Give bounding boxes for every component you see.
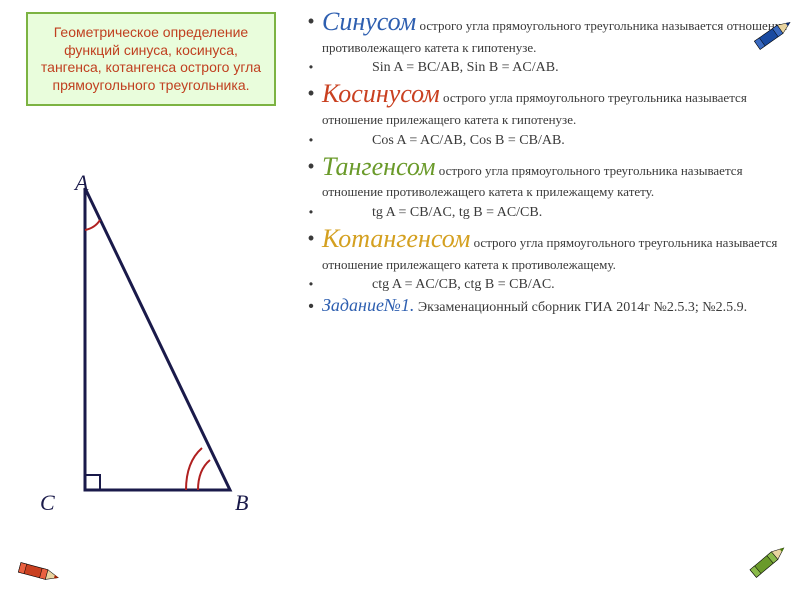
bullet-icon: • <box>300 151 322 175</box>
definition-row: • Тангенсом острого угла прямоугольного … <box>300 151 790 202</box>
triangle-diagram: A B C <box>30 170 280 530</box>
title-box: Геометрическое определение функций синус… <box>26 12 276 106</box>
task-row: • Задание№1. Экзаменационный сборник ГИА… <box>300 295 790 317</box>
definition-row: • Косинусом острого угла прямоугольного … <box>300 78 790 129</box>
term: Синусом <box>322 7 416 36</box>
bullet-icon: • <box>300 78 322 102</box>
definition-text: Тангенсом острого угла прямоугольного тр… <box>322 151 790 202</box>
formula-text: tg A = CB/AC, tg B = AC/CB. <box>322 204 790 221</box>
formula-text: Sin A = BC/AB, Sin B = AC/AB. <box>322 59 790 76</box>
task-body: Экзаменационный сборник ГИА 2014г №2.5.3… <box>414 300 747 315</box>
triangle-svg <box>30 170 280 520</box>
title-text: Геометрическое определение функций синус… <box>41 24 261 93</box>
bullet-icon: • <box>300 204 322 218</box>
bullet-icon: • <box>300 132 322 146</box>
vertex-b-label: B <box>235 490 248 516</box>
bullet-icon: • <box>300 6 322 30</box>
crayon-icon <box>10 545 65 600</box>
formula-text: Cos A = AC/AB, Cos B = CB/AB. <box>322 132 790 149</box>
vertex-c-label: C <box>40 490 55 516</box>
formula-row: • Cos A = AC/AB, Cos B = CB/AB. <box>300 132 790 149</box>
formula-row: • tg A = CB/AC, tg B = AC/CB. <box>300 204 790 221</box>
definition-row: • Синусом острого угла прямоугольного тр… <box>300 6 790 57</box>
task-text: Задание№1. Экзаменационный сборник ГИА 2… <box>322 295 790 317</box>
bullet-icon: • <box>300 59 322 73</box>
crayon-icon <box>740 535 795 590</box>
term: Косинусом <box>322 79 440 108</box>
crayon-icon <box>745 8 800 63</box>
task-label: Задание№1. <box>322 295 414 315</box>
formula-row: • ctg A = AC/CB, ctg B = CB/AC. <box>300 276 790 293</box>
bullet-icon: • <box>300 276 322 290</box>
formula-text: ctg A = AC/CB, ctg B = CB/AC. <box>322 276 790 293</box>
definition-text: Котангенсом острого угла прямоугольного … <box>322 223 790 274</box>
bullet-icon: • <box>300 223 322 247</box>
definition-text: Синусом острого угла прямоугольного треу… <box>322 6 790 57</box>
bullet-icon: • <box>300 295 322 315</box>
definitions-column: • Синусом острого угла прямоугольного тр… <box>300 6 790 594</box>
term: Тангенсом <box>322 152 436 181</box>
definition-row: • Котангенсом острого угла прямоугольног… <box>300 223 790 274</box>
vertex-a-label: A <box>75 170 88 196</box>
term: Котангенсом <box>322 224 470 253</box>
definition-text: Косинусом острого угла прямоугольного тр… <box>322 78 790 129</box>
formula-row: • Sin A = BC/AB, Sin B = AC/AB. <box>300 59 790 76</box>
